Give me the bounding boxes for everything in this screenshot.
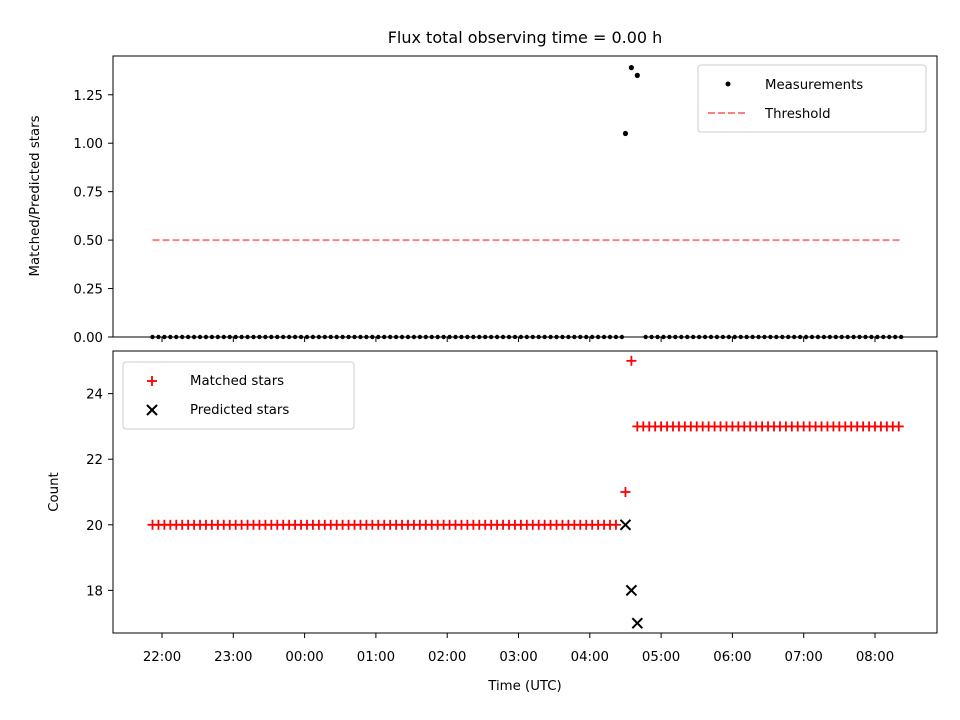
x-tick-label: 06:00 xyxy=(713,650,751,665)
predicted-star-point xyxy=(619,519,632,531)
top-y-tick-label: 0.50 xyxy=(73,234,103,249)
top-y-axis: 0.00 0.25 0.50 0.75 1.00 1.25 xyxy=(73,89,113,346)
top-y-tick-label: 0.25 xyxy=(73,283,103,298)
predicted-star-point xyxy=(625,584,638,597)
predicted-star-point xyxy=(631,617,644,629)
bottom-y-axis: 18 20 22 24 xyxy=(86,388,113,599)
x-tick-label: 22:00 xyxy=(143,650,181,665)
measurement-point xyxy=(622,130,629,137)
top-y-tick-label: 1.00 xyxy=(73,137,103,152)
bottom-panel: 18 20 22 24 22:00 23:00 00:00 01:00 02:00 03:00 0… xyxy=(47,350,938,694)
x-tick-label: 04:00 xyxy=(571,650,609,665)
legend-predicted-label: Predicted stars xyxy=(190,403,289,418)
matched-star-point xyxy=(620,487,631,497)
bottom-y-tick-label: 24 xyxy=(86,388,103,403)
x-tick-label: 03:00 xyxy=(499,650,537,665)
matched-star-point xyxy=(610,519,621,530)
matched-star-point xyxy=(893,421,904,432)
legend-measurements-label: Measurements xyxy=(765,78,863,93)
bottom-legend: Matched stars Predicted stars xyxy=(122,361,355,430)
top-panel: 0.00 0.25 0.50 0.75 1.00 1.25 Matched/Predict… xyxy=(28,55,938,346)
x-tick-label: 23:00 xyxy=(214,650,252,665)
legend-matched-label: Matched stars xyxy=(190,374,284,389)
top-y-tick-label: 0.75 xyxy=(73,186,103,201)
top-y-tick-label: 0.00 xyxy=(73,331,103,346)
top-x-ticks xyxy=(161,337,876,342)
x-tick-label: 00:00 xyxy=(285,650,323,665)
top-legend: Measurements Threshold xyxy=(697,64,927,133)
bottom-y-axis-label: Count xyxy=(47,472,62,512)
top-legend-box xyxy=(697,64,927,133)
x-tick-label: 07:00 xyxy=(785,650,823,665)
measurement-point xyxy=(634,72,640,78)
bottom-legend-box xyxy=(122,361,355,430)
legend-threshold-label: Threshold xyxy=(764,107,831,122)
x-tick-label: 01:00 xyxy=(357,650,395,665)
count-series xyxy=(147,355,904,629)
x-axis-label: Time (UTC) xyxy=(487,679,562,694)
top-y-axis-label: Matched/Predicted stars xyxy=(28,115,43,276)
chart-title: Flux total observing time = 0.00 h xyxy=(388,28,663,47)
legend-measurements-marker xyxy=(725,81,731,87)
matched-star-point xyxy=(632,421,643,432)
x-tick-label: 08:00 xyxy=(856,650,894,665)
legend-predicted-marker xyxy=(146,404,158,416)
legend-matched-marker xyxy=(147,376,157,386)
x-tick-label: 05:00 xyxy=(642,650,680,665)
measurement-point xyxy=(628,65,634,71)
bottom-y-tick-label: 18 xyxy=(86,584,103,599)
matched-star-point xyxy=(626,355,637,366)
bottom-y-tick-label: 20 xyxy=(86,519,103,534)
top-y-tick-label: 1.25 xyxy=(73,89,103,104)
top-plot-frame xyxy=(112,55,938,338)
bottom-y-tick-label: 22 xyxy=(86,453,103,468)
bottom-x-axis: 22:00 23:00 00:00 01:00 02:00 03:00 04:00 05:00… xyxy=(143,633,894,665)
bottom-plot-frame xyxy=(112,350,938,634)
x-tick-label: 02:00 xyxy=(428,650,466,665)
